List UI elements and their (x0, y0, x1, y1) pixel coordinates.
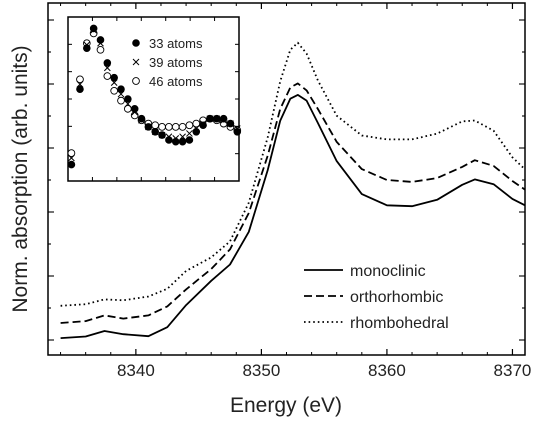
inset-point-33-atoms (165, 136, 173, 144)
x-tick-label: 8360 (368, 361, 406, 380)
inset-series (67, 24, 242, 169)
inset-point-33-atoms (83, 44, 91, 52)
inset-legend: 33 atoms 39 atoms 46 atoms (132, 36, 203, 89)
inset-point-46-atoms (117, 96, 125, 105)
inset-point-33-atoms (110, 73, 118, 82)
inset-point-46-atoms (76, 75, 84, 84)
inset-point-33-atoms (178, 137, 187, 146)
series-line-orthorhombic (60, 82, 526, 324)
inset-point-33-atoms (137, 114, 146, 123)
legend-label-monoclinic: monoclinic (350, 263, 426, 280)
inset-point-33-atoms (124, 95, 132, 103)
inset-point-39-atoms-b (186, 130, 193, 137)
y-axis-title: Norm. absorption (arb. units) (9, 45, 32, 312)
inset-point-33-atoms (206, 114, 214, 123)
x-tick-label: 8340 (117, 361, 155, 380)
inset-point-46-atoms (110, 86, 119, 95)
inset-point-46-atoms (158, 123, 166, 131)
inset-point-33-atoms (192, 128, 201, 136)
inset-point-46-atoms (185, 121, 194, 130)
inset-point-46-atoms (96, 45, 105, 54)
inset-point-39-atoms-b (68, 154, 75, 162)
inset-point-46-atoms (130, 111, 139, 120)
inset-point-46-atoms (192, 119, 201, 128)
x-tick-label: 8370 (494, 361, 532, 380)
legend-label-orthorhombic: orthorhombic (350, 289, 443, 306)
inset-point-33-atoms (158, 131, 166, 139)
inset-point-46-atoms (171, 123, 180, 131)
x-axis-title: Energy (eV) (230, 394, 342, 417)
inset-legend-marker-39-atoms (132, 58, 140, 66)
inset-point-46-atoms (178, 123, 187, 131)
inset-legend-label-46-atoms: 46 atoms (149, 74, 203, 89)
inset-legend-marker-33-atoms (132, 39, 140, 47)
inset-legend-label-33-atoms: 33 atoms (149, 36, 203, 51)
inset-point-33-atoms (212, 114, 221, 123)
inset-point-33-atoms (103, 59, 112, 67)
inset-point-33-atoms (185, 136, 194, 144)
inset-point-33-atoms (226, 119, 235, 128)
inset-point-33-atoms (199, 121, 207, 130)
inset-point-33-atoms (76, 85, 84, 93)
main-ticks: 8340 8350 8360 8370 (48, 3, 531, 380)
series-line-rhombohedral (60, 41, 526, 307)
inset-legend-marker-39-atoms-b (132, 58, 140, 66)
inset-point-46-atoms (151, 121, 160, 130)
inset-point-33-atoms (219, 114, 228, 123)
main-plot: 8340 8350 8360 8370 Energy (eV) Norm. absor… (9, 2, 531, 417)
legend-label-rhombohedral: rhombohedral (350, 315, 449, 332)
inset-point-46-atoms (165, 123, 173, 131)
inset-point-33-atoms (67, 160, 76, 169)
inset-point-33-atoms (144, 123, 153, 131)
x-tick-label: 8350 (242, 361, 280, 380)
inset-point-33-atoms (96, 36, 105, 44)
main-series (60, 41, 526, 339)
inset-point-46-atoms (103, 72, 112, 80)
series-line-monoclinic (60, 94, 526, 339)
inset-point-39-atoms (186, 130, 193, 137)
inset-legend-marker-46-atoms (132, 77, 140, 85)
inset-point-33-atoms (130, 105, 139, 113)
main-legend: monoclinic orthorhombic rhombohedral (304, 263, 449, 332)
inset-point-46-atoms (67, 149, 76, 157)
inset-plot: 33 atoms 39 atoms 46 atoms (67, 16, 242, 182)
inset-legend-label-39-atoms: 39 atoms (149, 55, 203, 70)
inset-point-33-atoms (89, 24, 98, 33)
inset-point-33-atoms (171, 137, 180, 146)
inset-point-39-atoms (68, 154, 75, 162)
inset-point-33-atoms (233, 128, 242, 136)
inset-point-33-atoms (117, 85, 125, 93)
inset-point-33-atoms (151, 128, 160, 136)
